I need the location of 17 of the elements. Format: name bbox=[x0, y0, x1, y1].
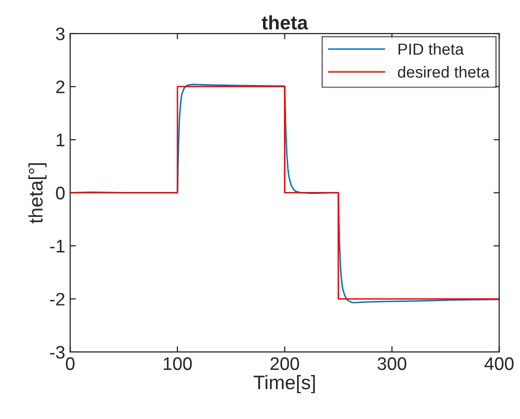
y-tick-label: 0 bbox=[56, 186, 65, 200]
x-tick-label: 300 bbox=[378, 357, 406, 370]
chart-title: theta bbox=[262, 15, 308, 30]
x-tick-label: 100 bbox=[164, 357, 192, 370]
legend-label: desired theta bbox=[398, 66, 490, 78]
x-tick-label: 400 bbox=[484, 357, 514, 370]
y-tick-label: 2 bbox=[56, 80, 64, 94]
x-tick-label: 0 bbox=[66, 357, 75, 370]
y-tick-label: -3 bbox=[50, 346, 65, 359]
legend-label: PID theta bbox=[398, 43, 464, 55]
y-tick-label: -2 bbox=[50, 292, 64, 306]
y-tick-label: 1 bbox=[56, 134, 64, 146]
x-tick-label: 200 bbox=[270, 357, 300, 370]
y-axis-title: theta[°] bbox=[28, 163, 47, 224]
y-tick-label: -1 bbox=[50, 240, 64, 252]
y-tick-label: 3 bbox=[56, 27, 65, 40]
x-axis-title: Time[s] bbox=[254, 375, 315, 394]
